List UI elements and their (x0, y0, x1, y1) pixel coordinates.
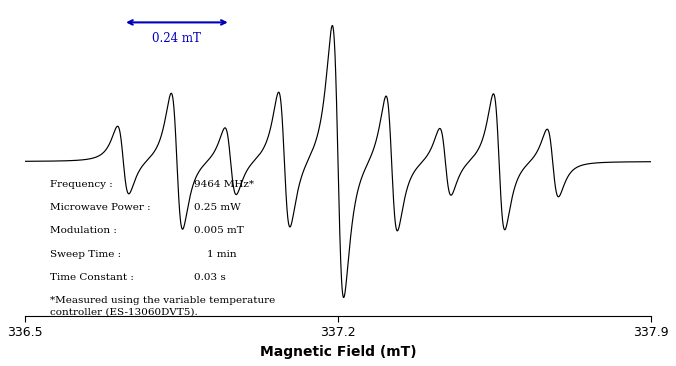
Text: Modulation :: Modulation : (50, 227, 117, 235)
X-axis label: Magnetic Field (mT): Magnetic Field (mT) (260, 345, 416, 359)
Text: *Measured using the variable temperature
controller (ES-13060DVT5).: *Measured using the variable temperature… (50, 296, 275, 316)
Text: Time Constant :: Time Constant : (50, 273, 134, 282)
Text: Sweep Time :: Sweep Time : (50, 250, 121, 259)
Text: 0.005 mT: 0.005 mT (194, 227, 243, 235)
Text: 0.03 s: 0.03 s (194, 273, 226, 282)
Text: 1 min: 1 min (194, 250, 237, 259)
Text: Frequency :: Frequency : (50, 180, 113, 189)
Text: Microwave Power :: Microwave Power : (50, 203, 151, 212)
Text: 0.25 mW: 0.25 mW (194, 203, 241, 212)
Text: 0.24 mT: 0.24 mT (153, 32, 201, 45)
Text: 9464 MHz*: 9464 MHz* (194, 180, 254, 189)
